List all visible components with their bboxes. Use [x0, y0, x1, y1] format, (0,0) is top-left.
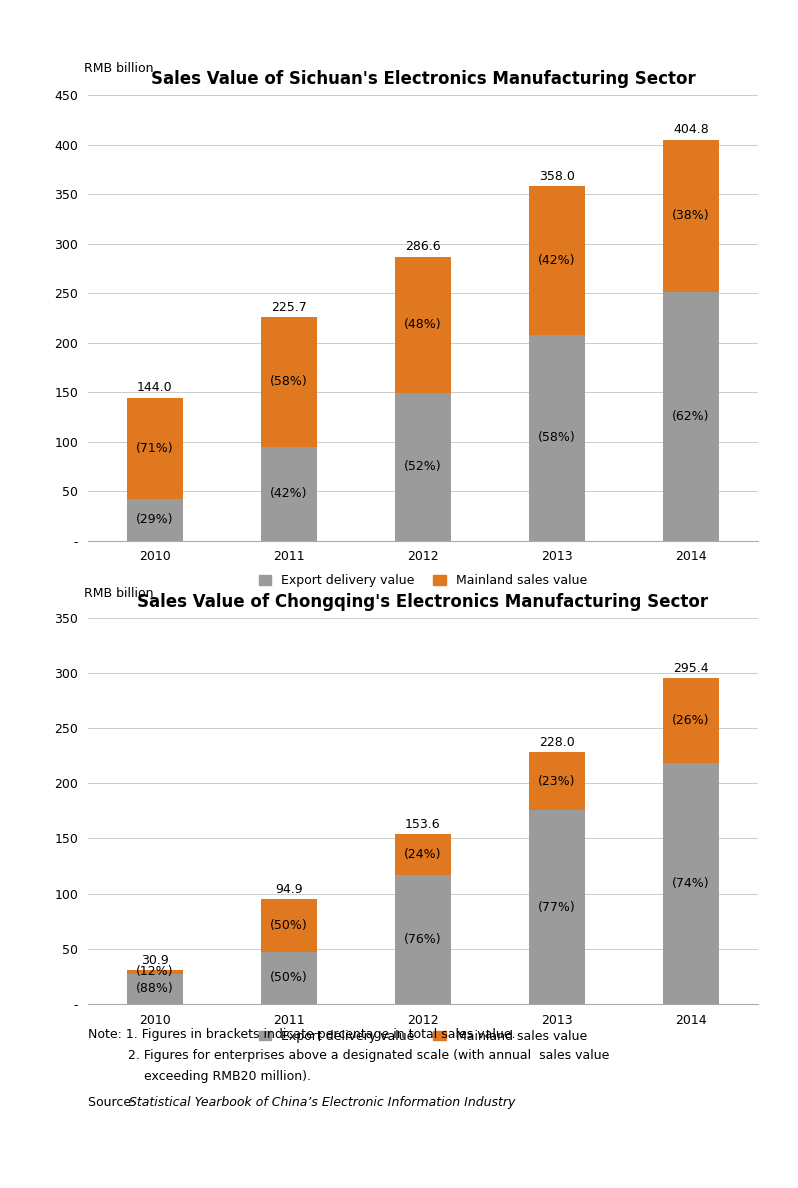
Title: Sales Value of Sichuan's Electronics Manufacturing Sector: Sales Value of Sichuan's Electronics Man…	[151, 70, 695, 88]
Bar	[529, 335, 585, 541]
Text: (52%): (52%)	[404, 460, 442, 473]
Text: (77%): (77%)	[538, 901, 576, 914]
Bar	[261, 317, 317, 447]
Text: 153.6: 153.6	[405, 819, 440, 832]
Bar	[127, 969, 183, 974]
Text: 30.9: 30.9	[141, 954, 168, 967]
Bar	[395, 834, 451, 876]
Bar	[261, 447, 317, 541]
Text: (74%): (74%)	[672, 877, 710, 890]
Bar	[663, 140, 719, 292]
Text: (62%): (62%)	[673, 410, 709, 423]
Text: (26%): (26%)	[673, 714, 709, 727]
Text: (71%): (71%)	[136, 442, 174, 455]
Text: (88%): (88%)	[136, 982, 174, 996]
Text: (38%): (38%)	[672, 209, 710, 222]
Text: (76%): (76%)	[404, 933, 442, 946]
Bar	[529, 187, 585, 335]
Bar	[663, 292, 719, 541]
Bar	[127, 499, 183, 541]
Bar	[261, 952, 317, 1004]
Text: 94.9: 94.9	[275, 883, 302, 896]
Legend: Export delivery value, Mainland sales value: Export delivery value, Mainland sales va…	[254, 1025, 592, 1048]
Text: 225.7: 225.7	[271, 301, 306, 314]
Text: 295.4: 295.4	[674, 662, 709, 675]
Text: (42%): (42%)	[539, 254, 575, 267]
Text: 228.0: 228.0	[539, 737, 575, 750]
Text: (23%): (23%)	[539, 775, 575, 788]
Bar	[127, 398, 183, 499]
Legend: Export delivery value, Mainland sales value: Export delivery value, Mainland sales va…	[254, 569, 592, 592]
Text: RMB billion: RMB billion	[85, 62, 154, 75]
Text: (29%): (29%)	[136, 513, 173, 526]
Bar	[395, 393, 451, 541]
Bar	[395, 257, 451, 393]
Text: 404.8: 404.8	[674, 124, 709, 137]
Text: (50%): (50%)	[270, 918, 308, 931]
Bar	[663, 678, 719, 763]
Bar	[395, 876, 451, 1004]
Text: exceeding RMB20 million).: exceeding RMB20 million).	[88, 1070, 310, 1083]
Text: 144.0: 144.0	[137, 381, 172, 394]
Text: 286.6: 286.6	[405, 240, 440, 253]
Text: 358.0: 358.0	[539, 170, 575, 183]
Text: (50%): (50%)	[270, 971, 308, 984]
Text: (48%): (48%)	[404, 318, 442, 331]
Text: (58%): (58%)	[538, 431, 576, 444]
Text: 2. Figures for enterprises above a designated scale (with annual  sales value: 2. Figures for enterprises above a desig…	[88, 1049, 609, 1062]
Bar	[529, 810, 585, 1004]
Text: Statistical Yearbook of China’s Electronic Information Industry: Statistical Yearbook of China’s Electron…	[129, 1097, 516, 1110]
Text: Note: 1. Figures in brackets indicate percentage in total sales value.: Note: 1. Figures in brackets indicate pe…	[88, 1028, 516, 1041]
Text: (58%): (58%)	[270, 375, 308, 388]
Bar	[261, 899, 317, 952]
Text: (42%): (42%)	[271, 487, 307, 500]
Bar	[127, 974, 183, 1004]
Text: RMB billion: RMB billion	[85, 587, 154, 600]
Text: Source:: Source:	[88, 1097, 139, 1110]
Bar	[663, 763, 719, 1004]
Title: Sales Value of Chongqing's Electronics Manufacturing Sector: Sales Value of Chongqing's Electronics M…	[137, 593, 709, 611]
Text: (24%): (24%)	[405, 848, 441, 861]
Text: (12%): (12%)	[136, 966, 173, 979]
Bar	[529, 752, 585, 810]
